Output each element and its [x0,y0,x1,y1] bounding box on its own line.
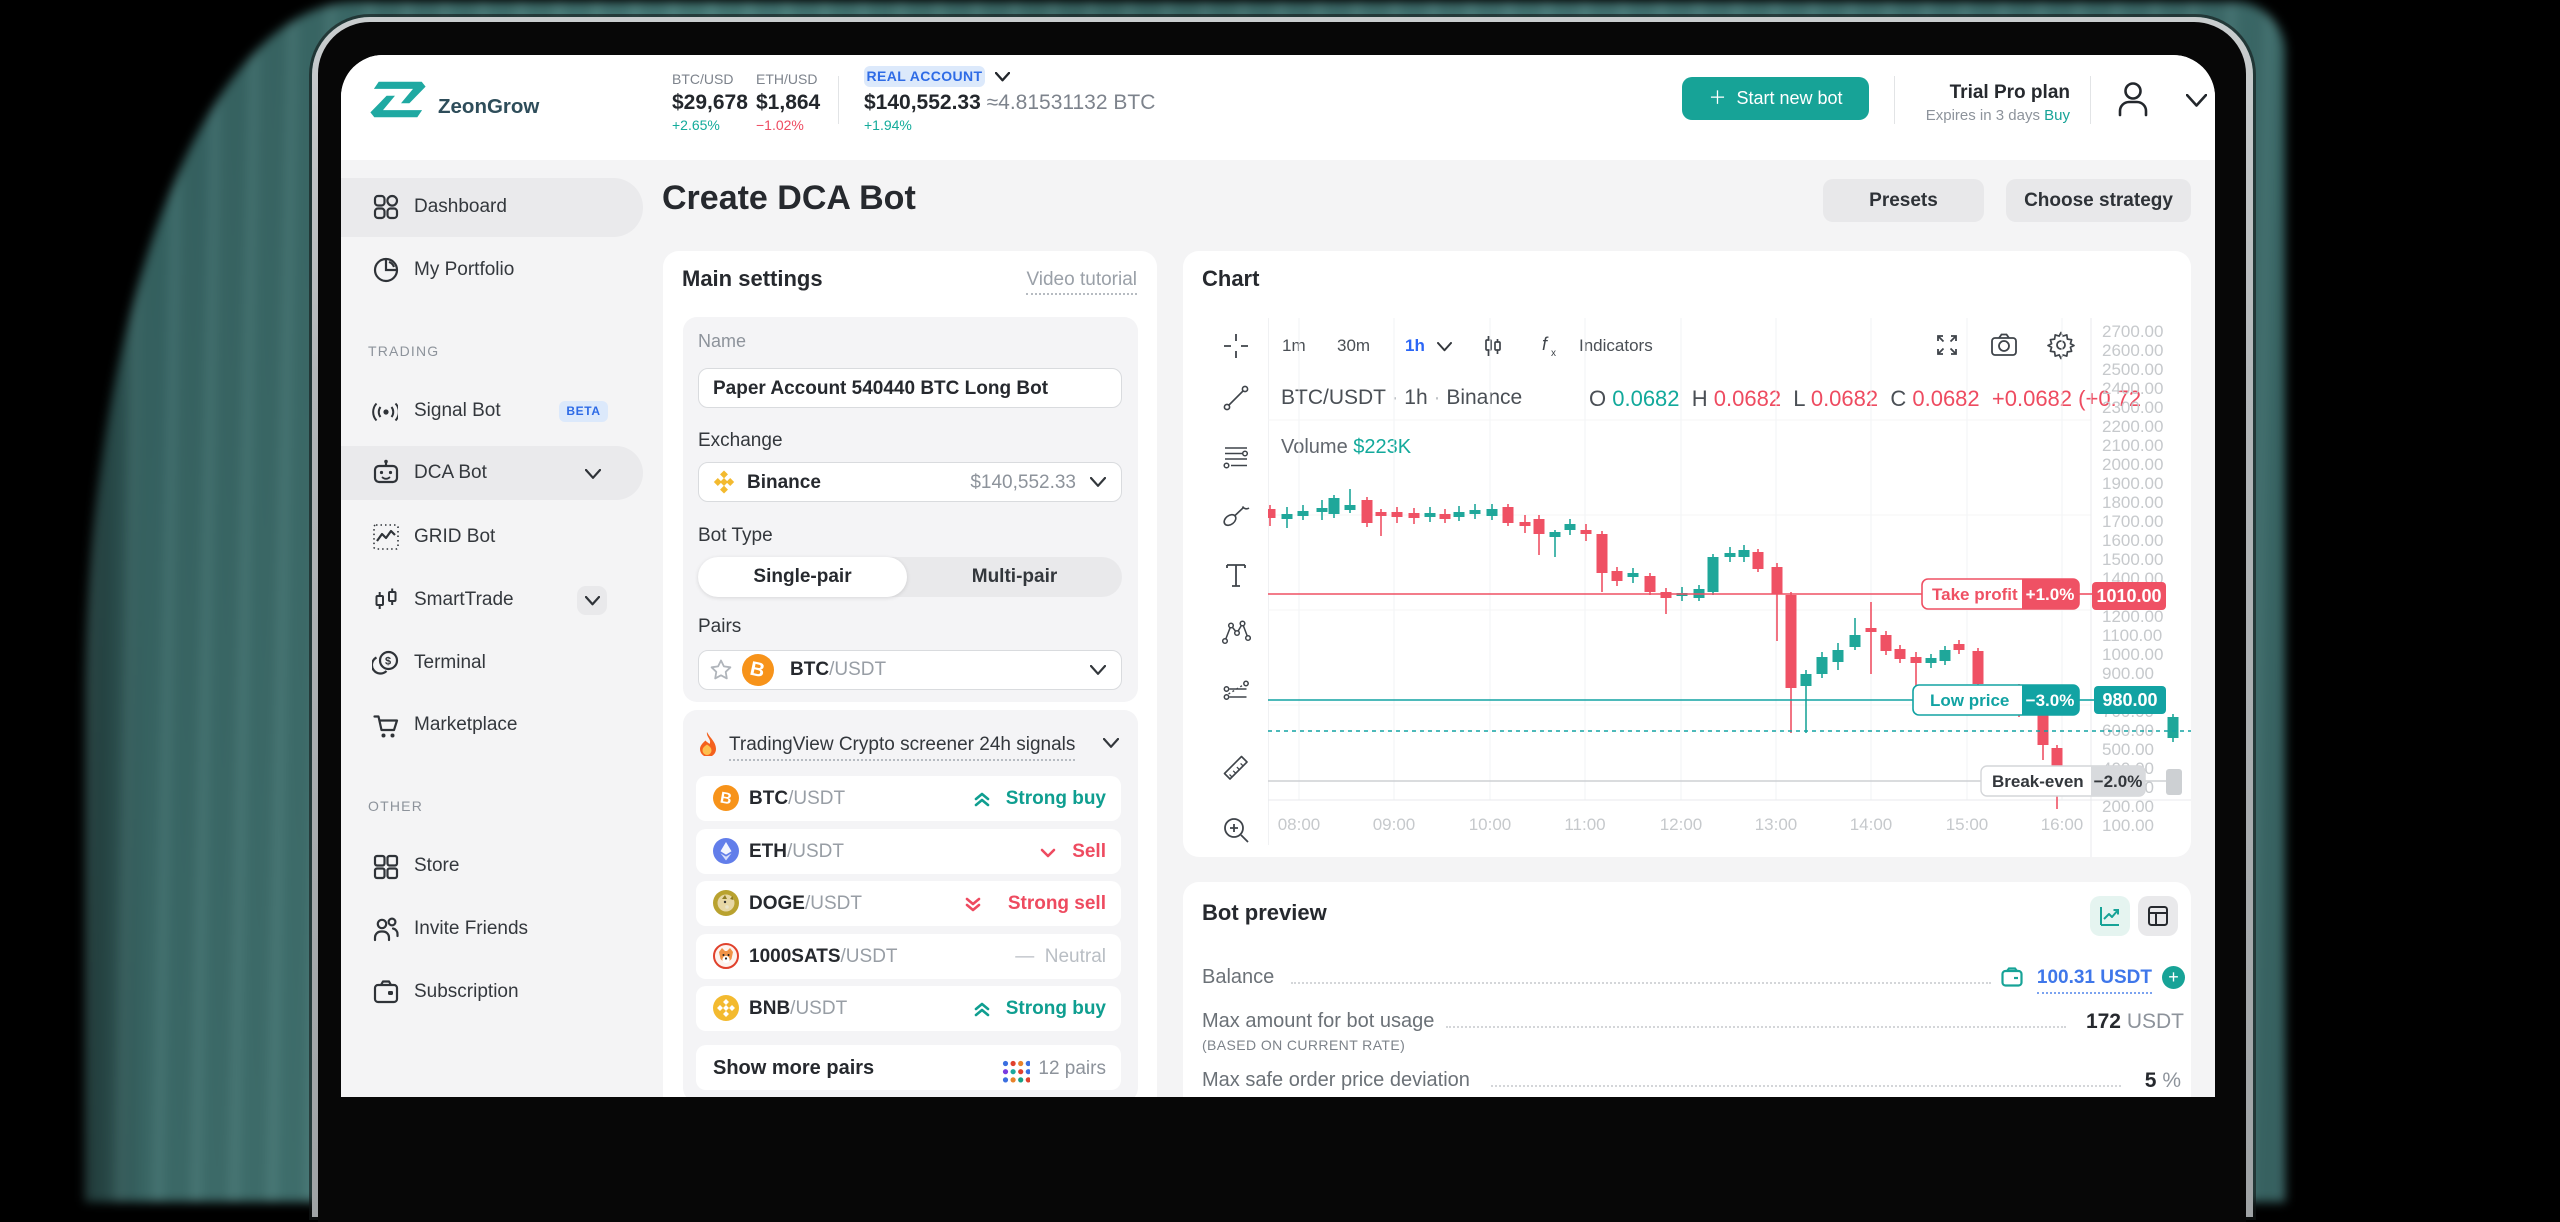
svg-text:980.00: 980.00 [2102,690,2157,710]
svg-text:2100.00: 2100.00 [2102,436,2163,455]
svg-text:2600.00: 2600.00 [2102,341,2163,360]
svg-text:Break-even: Break-even [1992,772,2084,791]
svg-text:09:00: 09:00 [1373,815,1416,834]
svg-text:2500.00: 2500.00 [2102,360,2163,379]
svg-text:500.00: 500.00 [2102,740,2154,759]
svg-text:2000.00: 2000.00 [2102,455,2163,474]
svg-text:200.00: 200.00 [2102,797,2154,816]
svg-text:1100.00: 1100.00 [2102,626,2162,645]
svg-text:15:00: 15:00 [1946,815,1989,834]
svg-text:−3.0%: −3.0% [2026,691,2075,710]
svg-text:1800.00: 1800.00 [2102,493,2163,512]
svg-text:1200.00: 1200.00 [2102,607,2163,626]
svg-text:1010.00: 1010.00 [2096,586,2161,606]
svg-text:08:00: 08:00 [1278,815,1321,834]
svg-text:2200.00: 2200.00 [2102,417,2163,436]
svg-text:900.00: 900.00 [2102,664,2154,683]
svg-text:−2.0%: −2.0% [2094,772,2143,791]
svg-text:12:00: 12:00 [1660,815,1703,834]
svg-text:1600.00: 1600.00 [2102,531,2163,550]
svg-text:$: $ [385,656,391,668]
svg-text:1000.00: 1000.00 [2102,645,2163,664]
svg-text:2300.00: 2300.00 [2102,398,2163,417]
svg-text:x: x [1551,348,1556,359]
svg-text:+1.0%: +1.0% [2026,585,2075,604]
svg-text:2400.00: 2400.00 [2102,379,2163,398]
svg-text:100.00: 100.00 [2102,816,2154,835]
svg-text:B: B [719,790,733,809]
svg-text:13:00: 13:00 [1755,815,1798,834]
svg-text:14:00: 14:00 [1850,815,1893,834]
svg-text:10:00: 10:00 [1469,815,1512,834]
svg-text:f: f [1542,334,1549,354]
svg-text:16:00: 16:00 [2041,815,2084,834]
svg-text:1700.00: 1700.00 [2102,512,2163,531]
svg-text:11:00: 11:00 [1564,815,1605,834]
svg-text:2700.00: 2700.00 [2102,322,2163,341]
svg-text:Take profit: Take profit [1932,585,2018,604]
svg-text:1900.00: 1900.00 [2102,474,2163,493]
svg-text:1500.00: 1500.00 [2102,550,2163,569]
svg-text:Low price: Low price [1930,691,2009,710]
